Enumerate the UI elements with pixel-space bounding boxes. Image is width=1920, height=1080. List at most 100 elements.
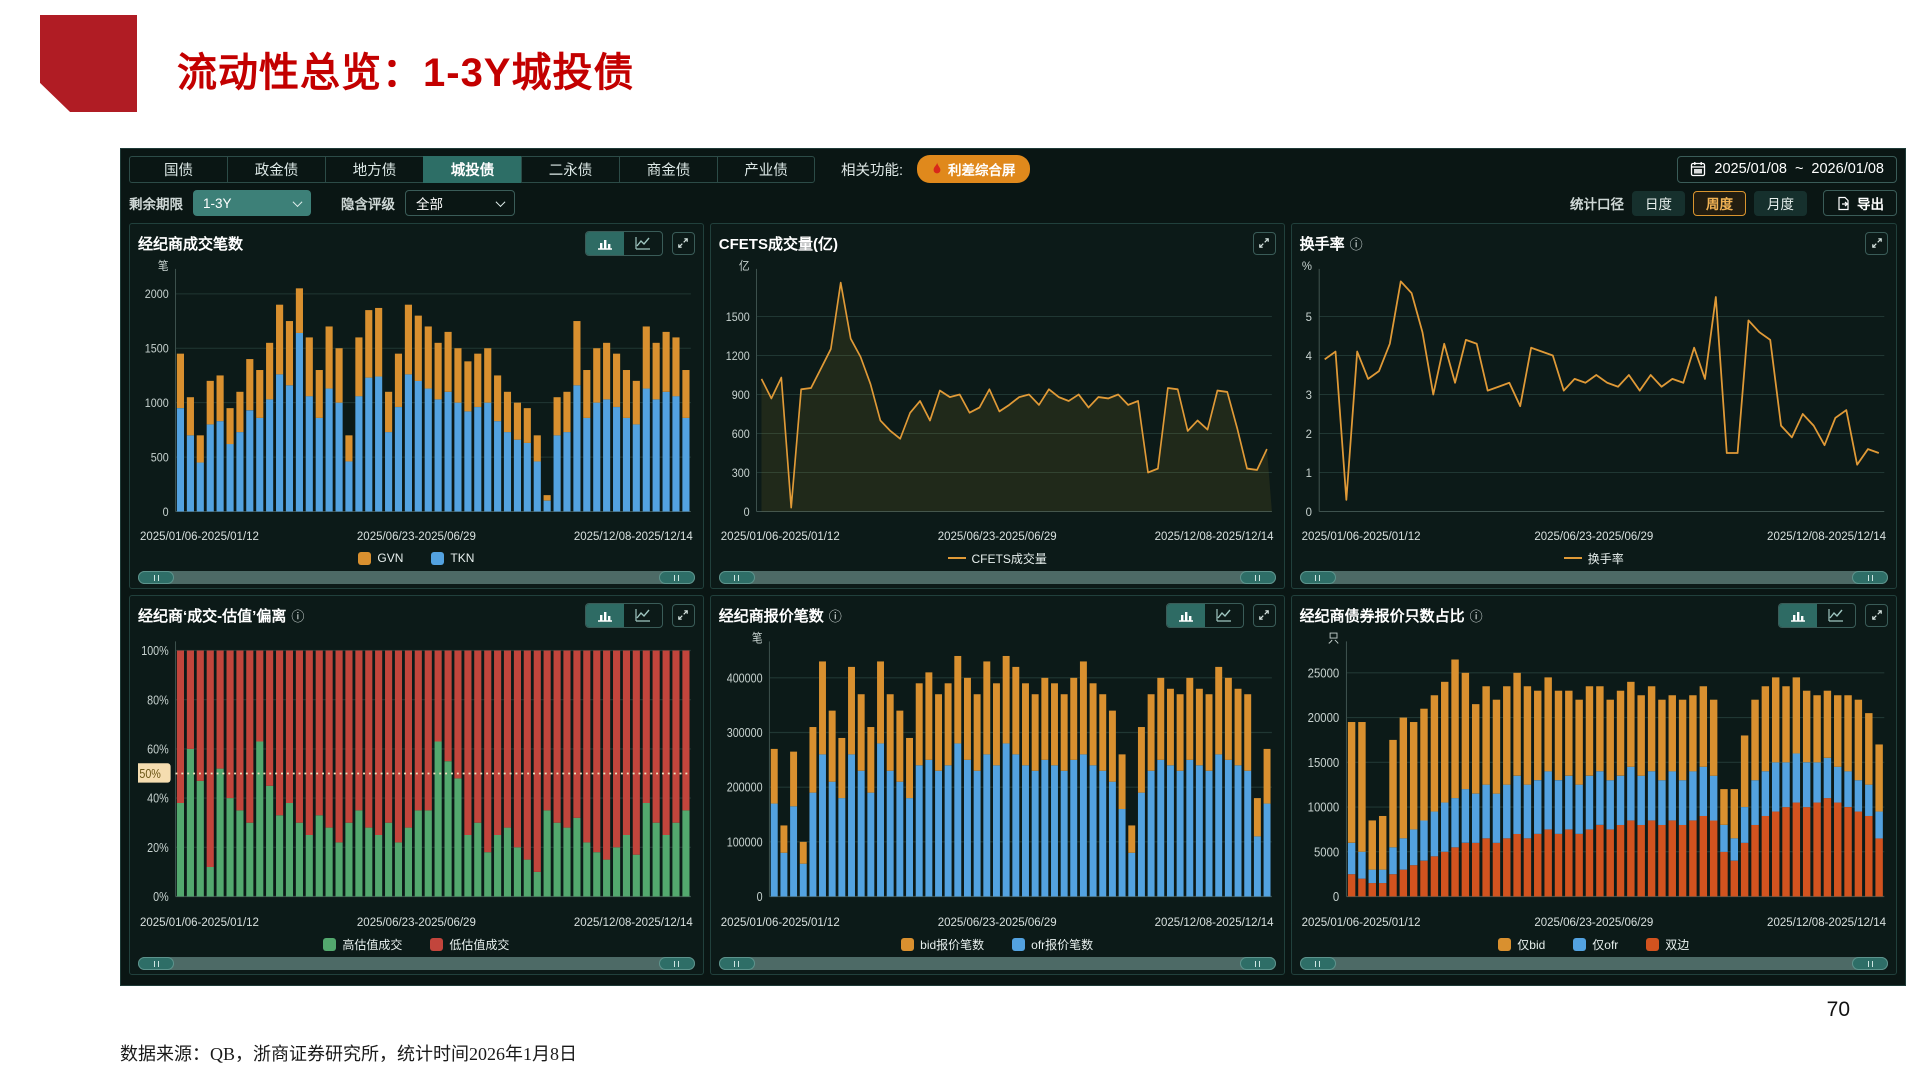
panel-broker-trade-count: 经纪商成交笔数 0 500 1000 1500 2000 笔 2025/01/06-202… (129, 223, 704, 589)
legend-item[interactable]: 双边 (1646, 936, 1689, 953)
tab-urban-investment[interactable]: 城投债 (423, 155, 521, 183)
bar-chart-icon-button[interactable] (1166, 603, 1205, 627)
bar-chart-icon-button[interactable] (585, 231, 624, 255)
legend-item[interactable]: CFETS成交量 (947, 550, 1047, 567)
date-range-picker[interactable]: 2025/01/08 ~ 2026/01/08 (1677, 155, 1897, 183)
chevron-down-icon (495, 196, 506, 207)
quoted-bond-share-chart[interactable]: 0 5000 10000 15000 20000 25000 只 (1300, 630, 1888, 917)
info-icon[interactable]: ⓘ (291, 608, 305, 624)
slider-handle-left[interactable] (138, 571, 174, 584)
tab-commercial-bank[interactable]: 商金债 (619, 155, 717, 183)
slider-handle-left[interactable] (138, 957, 174, 970)
line-chart-icon-button[interactable] (1205, 604, 1243, 627)
svg-text:0: 0 (743, 506, 749, 519)
slider-handle-right[interactable] (1852, 957, 1888, 970)
legend-item[interactable]: 仅ofr (1573, 936, 1618, 953)
svg-text:300: 300 (732, 467, 750, 480)
slider-handle-right[interactable] (1239, 571, 1276, 584)
svg-text:2: 2 (1305, 428, 1311, 441)
svg-text:500: 500 (151, 452, 169, 465)
svg-text:5000: 5000 (1314, 845, 1340, 860)
tab-perpetual[interactable]: 二永债 (521, 155, 619, 183)
chart-range-slider[interactable] (1299, 571, 1888, 584)
bar-chart-icon-button[interactable] (585, 603, 624, 627)
chart-range-slider[interactable] (718, 571, 1276, 584)
bar-chart-icon-button[interactable] (1779, 603, 1817, 627)
line-chart-icon-button[interactable] (624, 604, 662, 627)
line-chart-icon-button[interactable] (1817, 604, 1855, 627)
export-button[interactable]: 导出 (1823, 190, 1897, 216)
x-axis-labels: 2025/01/06-2025/01/12 2025/06/23-2025/06/… (720, 531, 1274, 543)
caliber-monthly-button[interactable]: 月度 (1754, 190, 1807, 216)
chart-range-slider[interactable] (138, 571, 695, 584)
info-icon[interactable]: ⓘ (1469, 608, 1483, 624)
slider-handle-right[interactable] (1239, 957, 1276, 970)
slider-handle-left[interactable] (1299, 571, 1336, 584)
svg-text:0: 0 (1305, 506, 1312, 519)
chart-range-slider[interactable] (1299, 957, 1888, 970)
info-icon[interactable]: ⓘ (828, 608, 842, 624)
top-toolbar: 国债 政金债 地方债 城投债 二永债 商金债 产业债 相关功能: 利差综合屏 (129, 154, 1897, 184)
svg-text:笔: 笔 (158, 258, 169, 273)
spread-screen-button[interactable]: 利差综合屏 (917, 155, 1030, 183)
legend-item[interactable]: GVN (358, 551, 403, 565)
legend-item[interactable]: 低估值成交 (430, 936, 509, 953)
chart-title: 经纪商债券报价只数占比 ⓘ (1299, 607, 1483, 625)
legend-item[interactable]: 换手率 (1563, 550, 1624, 567)
svg-text:亿: 亿 (739, 259, 750, 273)
expand-icon-button[interactable] (671, 603, 695, 627)
chart-range-slider[interactable] (718, 957, 1276, 970)
caliber-daily-button[interactable]: 日度 (1632, 190, 1685, 216)
info-icon[interactable]: ⓘ (1349, 236, 1363, 252)
tab-policy-bank[interactable]: 政金债 (227, 155, 325, 183)
slider-handle-left[interactable] (718, 571, 755, 584)
expand-icon-button[interactable] (1252, 231, 1276, 255)
legend-item[interactable]: 仅bid (1498, 936, 1545, 953)
svg-text:%: % (1301, 260, 1311, 273)
tab-treasury[interactable]: 国债 (129, 155, 227, 183)
chart-legend: bid报价笔数 ofr报价笔数 (719, 934, 1276, 954)
x-axis-labels: 2025/01/06-2025/01/12 2025/06/23-2025/06/… (140, 531, 693, 543)
legend-item[interactable]: ofr报价笔数 (1012, 936, 1093, 953)
tab-industrial[interactable]: 产业债 (717, 155, 815, 183)
chart-title: CFETS成交量(亿) (718, 235, 838, 253)
trade-valuation-deviation-chart[interactable]: 0% 20% 40% 60% 80% 100% 50% (138, 630, 695, 917)
svg-text:20000: 20000 (1307, 711, 1339, 726)
svg-text:0%: 0% (153, 890, 169, 904)
rating-select[interactable]: 全部 (405, 190, 515, 216)
svg-text:只: 只 (1327, 631, 1338, 646)
svg-text:2000: 2000 (145, 289, 169, 302)
svg-text:40%: 40% (147, 792, 168, 806)
expand-icon-button[interactable] (1865, 231, 1888, 255)
brand-logo (40, 15, 137, 112)
broker-trade-count-chart[interactable]: 0 500 1000 1500 2000 笔 (138, 258, 695, 531)
line-chart-icon-button[interactable] (624, 232, 662, 255)
term-select[interactable]: 1-3Y (193, 190, 311, 216)
legend-item[interactable]: TKN (431, 551, 474, 565)
broker-quote-count-chart[interactable]: 0 100000 200000 300000 400000 笔 (719, 630, 1276, 917)
legend-item[interactable]: bid报价笔数 (901, 936, 984, 953)
turnover-rate-chart[interactable]: 0 1 2 3 4 5% (1300, 258, 1888, 531)
expand-icon-button[interactable] (1865, 603, 1888, 627)
chart-grid: 经纪商成交笔数 0 500 1000 1500 2000 笔 2025/01/06-202… (129, 223, 1897, 975)
date-end: 2026/01/08 (1811, 161, 1884, 177)
slider-handle-right[interactable] (658, 571, 695, 584)
svg-text:80%: 80% (147, 694, 168, 708)
expand-icon-button[interactable] (1252, 603, 1276, 627)
expand-icon-button[interactable] (671, 231, 695, 255)
chevron-down-icon (292, 196, 303, 207)
slider-handle-left[interactable] (718, 957, 755, 970)
tab-local-gov[interactable]: 地方债 (325, 155, 423, 183)
svg-text:5: 5 (1305, 311, 1311, 324)
panel-trade-valuation-deviation: 经纪商‘成交-估值’偏离 ⓘ 0% 20% 40% 60% 80% 100% 50% 2025… (129, 595, 704, 975)
slider-handle-right[interactable] (1852, 571, 1888, 584)
legend-item[interactable]: 高估值成交 (323, 936, 402, 953)
slider-handle-left[interactable] (1299, 957, 1336, 970)
slider-handle-right[interactable] (658, 957, 695, 970)
bond-type-tabs: 国债 政金债 地方债 城投债 二永债 商金债 产业债 (129, 155, 815, 183)
chart-range-slider[interactable] (138, 957, 695, 970)
svg-text:100%: 100% (141, 644, 168, 658)
caliber-weekly-button[interactable]: 周度 (1693, 190, 1746, 216)
cfets-volume-chart[interactable]: 0 300 600 900 1200 1500 亿 (719, 258, 1276, 531)
